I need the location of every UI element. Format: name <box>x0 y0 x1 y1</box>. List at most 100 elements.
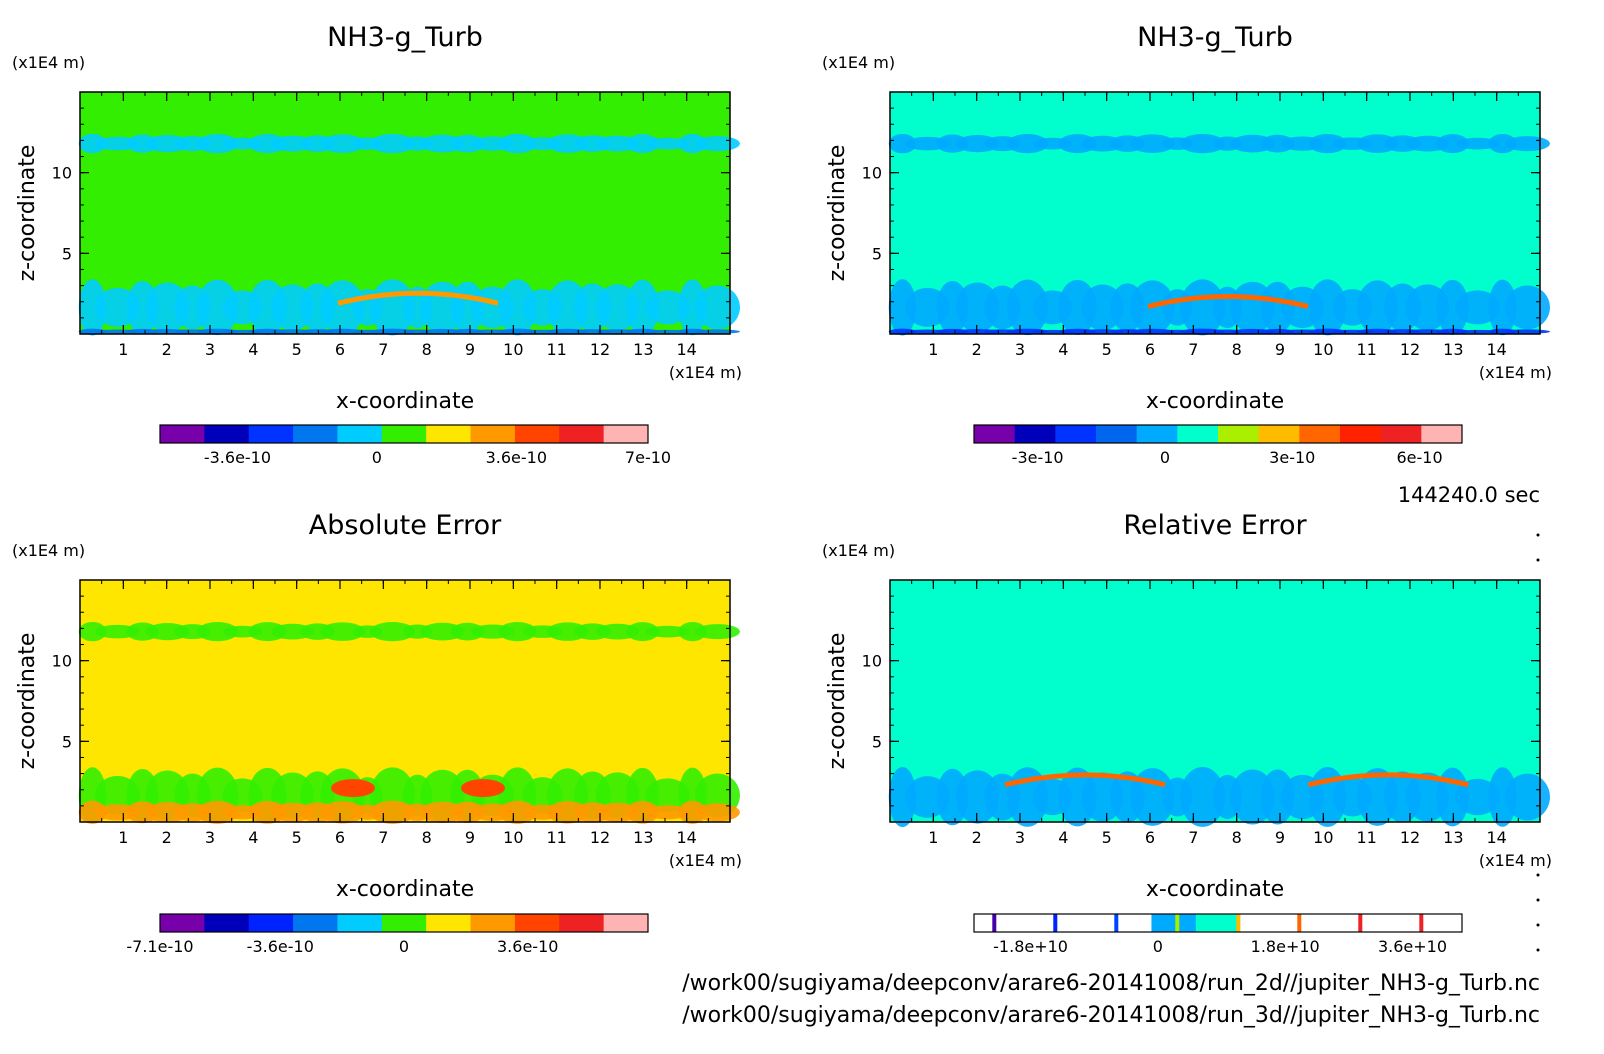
contour-region <box>626 328 659 335</box>
x-tick-label: 7 <box>1188 828 1198 847</box>
colorbar-swatch <box>559 425 605 443</box>
contour-region <box>645 625 690 638</box>
heatmap-panel <box>78 579 740 933</box>
colorbar-swatch <box>293 914 338 932</box>
colorbar-swatch <box>1195 914 1241 932</box>
contour-region <box>1488 134 1517 154</box>
x-tick-label: 13 <box>1443 340 1463 359</box>
colorbar-swatch <box>514 425 560 443</box>
contour-region <box>498 328 537 335</box>
contour-region <box>695 136 740 152</box>
colorbar-frame <box>159 424 649 444</box>
contour-region <box>678 800 707 824</box>
x-unit-label: (x1E4 m) <box>1479 851 1552 870</box>
x-tick-label: 1 <box>118 828 128 847</box>
contour-region <box>1488 279 1517 336</box>
contour-region <box>320 280 365 335</box>
colorbar-swatch <box>1340 425 1382 443</box>
x-tick-label: 5 <box>1102 828 1112 847</box>
colorbar-swatch <box>1136 425 1178 443</box>
contour-region <box>626 134 659 154</box>
x-unit-label: (x1E4 m) <box>1479 363 1552 382</box>
x-tick-label: 3 <box>1015 340 1025 359</box>
x-tick-label: 14 <box>676 340 696 359</box>
x-tick-label: 3 <box>205 828 215 847</box>
colorbar-swatch <box>1380 425 1422 443</box>
colorbar-swatch <box>1417 914 1463 932</box>
panel-title: NH3-g_Turb <box>1137 22 1293 53</box>
colorbar-tick-label: -3.6e-10 <box>247 937 314 956</box>
y-tick-label: 10 <box>52 164 72 183</box>
contour-region <box>626 279 659 335</box>
x-tick-label: 11 <box>546 340 566 359</box>
colorbar-frame <box>973 424 1463 444</box>
contour-region <box>78 621 107 642</box>
colorbar-swatch <box>514 914 560 932</box>
contour-arc <box>1307 772 1469 788</box>
x-tick-label: 2 <box>162 340 172 359</box>
x-axis-label: x-coordinate <box>1146 877 1284 902</box>
margin-dot <box>1536 558 1540 562</box>
contour-region <box>196 328 239 335</box>
contour-region <box>1006 279 1049 336</box>
colorbar-tick-label: 7e-10 <box>625 448 671 467</box>
colorbar-swatch <box>1218 425 1260 443</box>
x-unit-label: (x1E4 m) <box>669 363 742 382</box>
x-tick-label: 3 <box>1015 828 1025 847</box>
colorbar-tick-label: 3.6e-10 <box>497 937 558 956</box>
colorbar-swatch <box>974 914 1019 932</box>
colorbar-swatch <box>1151 914 1197 932</box>
x-tick-label: 1 <box>118 340 128 359</box>
contour-region <box>626 800 659 824</box>
colorbar-swatch <box>381 914 427 932</box>
x-tick-label: 2 <box>162 828 172 847</box>
contour-region <box>78 279 107 336</box>
contour-region <box>498 279 537 336</box>
x-tick-label: 14 <box>1486 340 1506 359</box>
contour-region <box>1505 329 1550 334</box>
x-tick-label: 8 <box>422 828 432 847</box>
heatmap-panel <box>78 91 740 444</box>
contour-region <box>1180 767 1225 827</box>
x-axis-label: x-coordinate <box>1146 389 1284 414</box>
contour-region <box>196 622 239 642</box>
contour-arc <box>1147 294 1309 309</box>
colorbar-swatch <box>337 425 383 443</box>
x-tick-label: 10 <box>1313 828 1333 847</box>
colorbar-marker <box>1175 914 1180 932</box>
y-axis-label: z-coordinate <box>825 145 850 282</box>
colorbar-marker <box>1114 914 1119 932</box>
contour-region <box>645 137 690 150</box>
colorbar-swatch <box>381 425 427 443</box>
time-label: 144240.0 sec <box>1398 483 1540 507</box>
colorbar-tick-label: 1.8e+10 <box>1251 937 1320 956</box>
contour-arc <box>1004 772 1166 788</box>
x-tick-label: 12 <box>590 828 610 847</box>
y-unit-label: (x1E4 m) <box>822 53 895 72</box>
file-path-2d: /work00/sugiyama/deepconv/arare6-2014100… <box>682 971 1540 996</box>
x-tick-label: 6 <box>335 828 345 847</box>
colorbar-tick-label: 3.6e-10 <box>486 448 547 467</box>
colorbar-tick-label: -3e-10 <box>1012 448 1064 467</box>
contour-region <box>1180 279 1225 336</box>
x-tick-label: 5 <box>292 828 302 847</box>
contour-region <box>320 134 365 153</box>
y-unit-label: (x1E4 m) <box>12 541 85 560</box>
x-tick-label: 13 <box>633 340 653 359</box>
y-unit-label: (x1E4 m) <box>822 541 895 560</box>
margin-dot <box>1536 898 1540 902</box>
contour-region <box>196 800 239 824</box>
x-tick-label: 10 <box>503 828 523 847</box>
x-tick-label: 6 <box>1145 340 1155 359</box>
x-tick-label: 2 <box>972 340 982 359</box>
contour-region <box>1006 134 1049 154</box>
colorbar-swatch <box>974 425 1016 443</box>
colorbar-swatch <box>1421 425 1463 443</box>
contour-region <box>1308 279 1347 336</box>
contour-region <box>695 285 740 330</box>
contour-region <box>498 800 537 824</box>
colorbar-frame <box>973 913 1463 933</box>
contour-region <box>1455 778 1500 816</box>
colorbar-frame <box>159 913 649 933</box>
colorbar-swatch <box>1107 914 1152 932</box>
